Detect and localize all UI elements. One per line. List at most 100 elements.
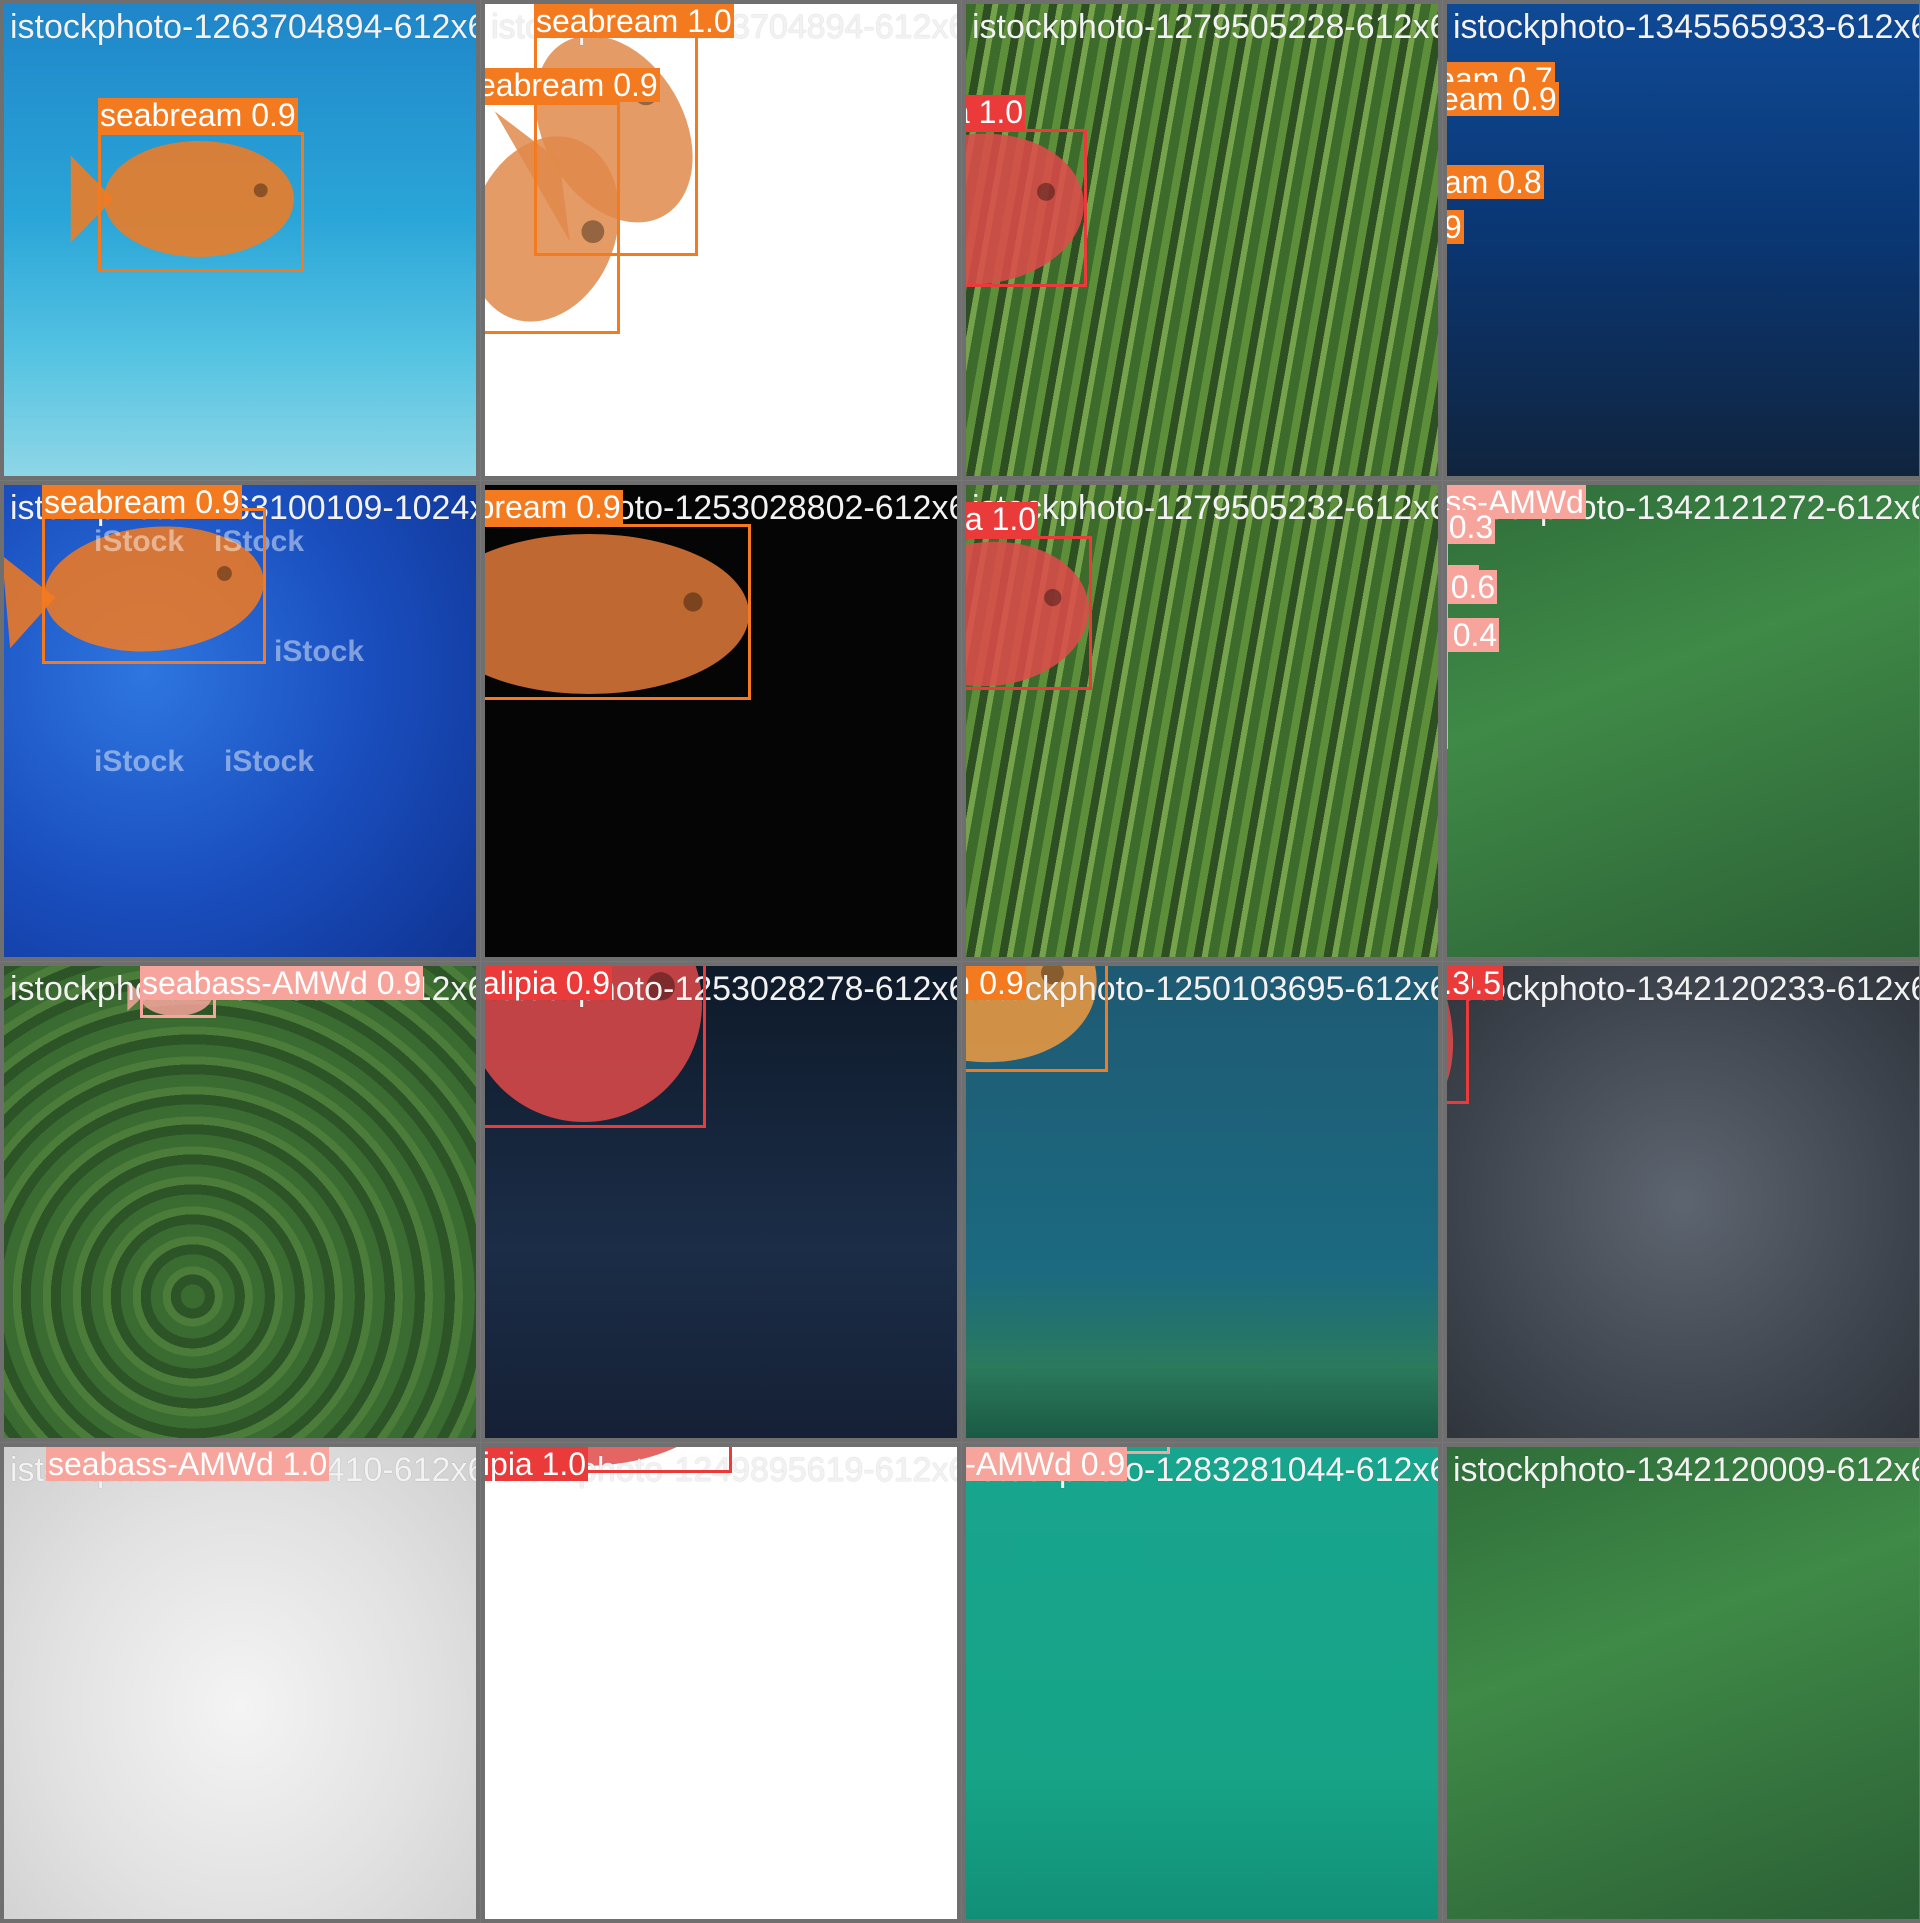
- segmentation-masks: [966, 966, 1097, 1063]
- tile-filename: istockphoto-1345565933-612x612_jpg: [1453, 8, 1919, 46]
- detection-label: seabass-AMWd 1.0: [46, 1446, 330, 1482]
- tile-filename: istockphoto-1279505232-612x612_jpg: [972, 489, 1438, 527]
- fish-body: [44, 526, 264, 652]
- detection-label: Talipia 0.9: [485, 966, 613, 1000]
- fish-eye: [1037, 182, 1056, 201]
- result-tile: iStockiStockiStockiStockiStockistockphot…: [0, 481, 480, 961]
- result-tile: istockphoto-1345565933-612x612_jpgseabre…: [1443, 0, 1920, 480]
- tile-filename: istockphoto-1250103695-612x612_jpg: [972, 970, 1438, 1008]
- result-tile: istockphoto-1342120233-612x612_jpgTalipi…: [1443, 962, 1920, 1442]
- detection-label: seabream 0.9: [42, 484, 242, 520]
- detection-label: seabream 0.9: [1447, 82, 1559, 116]
- segmentation-masks: [966, 1447, 1438, 1919]
- fish-eye: [216, 566, 232, 581]
- detection-label: Talipia 1.0: [485, 1447, 589, 1481]
- fish-mask: [70, 141, 294, 257]
- detection-label: seabream 0.9: [1447, 210, 1464, 244]
- result-tile: istockphoto-1253028278-612x612_jpgTalipi…: [481, 962, 961, 1442]
- watermark-text: iStock: [94, 525, 185, 558]
- fish-body: [485, 136, 620, 322]
- fish-tail: [127, 981, 144, 1011]
- segmentation-masks: [966, 133, 1084, 285]
- segmentation-masks: [485, 534, 749, 694]
- detection-box: [485, 1447, 732, 1473]
- detection-label: seabass-AMWd 0.6: [1447, 570, 1498, 604]
- segmentation-masks: [1447, 1447, 1919, 1919]
- detection-label: seabream 0.9: [98, 97, 298, 133]
- fish-mask: [966, 966, 1097, 1063]
- photo-background: [1447, 1447, 1919, 1919]
- fish-tail: [4, 555, 56, 649]
- fish-body: [485, 966, 702, 1122]
- segmentation-masks: [70, 141, 294, 257]
- detection-label: Talipia 1.0: [966, 95, 1026, 129]
- fish-eye: [683, 592, 703, 612]
- result-tile: istockphoto-1263704894-612x612_jpgseabre…: [0, 0, 480, 480]
- detection-label: Talipia 0.3: [1447, 966, 1473, 1000]
- detection-box: [485, 966, 706, 1128]
- tile-filename: istockphoto-1279505228-612x612_jpg: [972, 8, 1438, 46]
- detection-label: seabass-AMWd 0.9: [966, 1447, 1128, 1481]
- segmentation-masks: [1447, 966, 1454, 1112]
- result-tile: istockphoto-1342121272-612x612_jpgseabas…: [1443, 481, 1920, 961]
- tile-filename: istockphoto-1342120233-612x612_jpg: [1453, 970, 1919, 1008]
- photo-background: [1447, 485, 1919, 957]
- detection-box: [966, 536, 1092, 690]
- fish-body: [966, 966, 1097, 1063]
- result-tile: istockphoto-1279505228-612x612_jpg Talipi…: [962, 0, 1442, 480]
- detection-label: seabream 0.9: [966, 966, 1026, 1000]
- fish-eye: [1044, 588, 1062, 607]
- fish-eye: [646, 972, 675, 1001]
- detection-box: [485, 102, 620, 334]
- detection-label: seabass-AMWd 0.3: [1447, 510, 1496, 544]
- result-tile: istockphoto-1342120009-612x612_jpgTalipi…: [1443, 1443, 1920, 1923]
- fish-body: [104, 141, 294, 257]
- segmentation-masks: [485, 966, 702, 1122]
- fish-mask: [485, 966, 702, 1122]
- result-tile: istockphoto-1263704894-612x612_jpgseabre…: [481, 0, 961, 480]
- detection-label: seabream 1.0: [534, 3, 734, 39]
- detection-label: seabream 0.9: [485, 490, 623, 524]
- detection-box: [42, 508, 266, 664]
- watermark-text: iStock: [274, 635, 365, 668]
- photo-background: [4, 966, 476, 1438]
- fish-eye: [253, 183, 268, 198]
- detection-label: seabass-AMWd 0.4: [1447, 618, 1500, 652]
- watermark-text: iStock: [214, 525, 305, 558]
- result-tile: istockphoto-1255462410-612x612_jpgseabas…: [0, 1443, 480, 1923]
- result-tile: istockphoto-1253028802-612x612_jpgseabre…: [481, 481, 961, 961]
- fish-mask: [485, 534, 749, 694]
- result-tile: istockphoto-1256156704-612x612_jpgseabas…: [0, 962, 480, 1442]
- fish-mask: [966, 133, 1084, 285]
- detection-box: [966, 129, 1087, 287]
- detection-box: [485, 524, 751, 700]
- detection-box: [98, 132, 304, 272]
- segmentation-masks: [127, 976, 212, 1016]
- fish-tail: [70, 155, 114, 243]
- fish-mask: [4, 526, 264, 652]
- result-tile: istockphoto-1279505232-612x612_jpgTalipi…: [962, 481, 1442, 961]
- detection-box: [1447, 485, 1448, 749]
- watermark-text: iStock: [224, 745, 315, 778]
- segmentation-masks: [4, 1447, 476, 1919]
- result-tile: istockphoto-1283281044-612x612_jpgseabas…: [962, 1443, 1442, 1923]
- fish-mask: [485, 136, 620, 322]
- segmentation-masks: [4, 526, 264, 652]
- tile-filename: istockphoto-1342120009-612x612_jpg: [1453, 1451, 1919, 1489]
- fish-body: [966, 133, 1084, 285]
- fish-eye: [1041, 966, 1064, 985]
- tile-filename: istockphoto-1263704894-612x612_jpg: [10, 8, 476, 46]
- detection-label: seabass-AMWd: [1447, 485, 1586, 519]
- detection-box: [966, 966, 1108, 1072]
- watermark-text: iStock: [94, 745, 185, 778]
- fish-body: [966, 541, 1089, 687]
- detection-label: seabream 0.9: [485, 68, 660, 102]
- segmentation-masks: [966, 541, 1089, 687]
- segmentation-masks: [1447, 557, 1449, 573]
- result-tile: istockphoto-1250103695-612x612_jpgseabre…: [962, 962, 1442, 1442]
- detection-label: Talipia 1.0: [966, 502, 1039, 536]
- detection-label: seabream 0.8: [1447, 165, 1544, 199]
- photo-background: [966, 1447, 1438, 1919]
- fish-body: [485, 534, 749, 694]
